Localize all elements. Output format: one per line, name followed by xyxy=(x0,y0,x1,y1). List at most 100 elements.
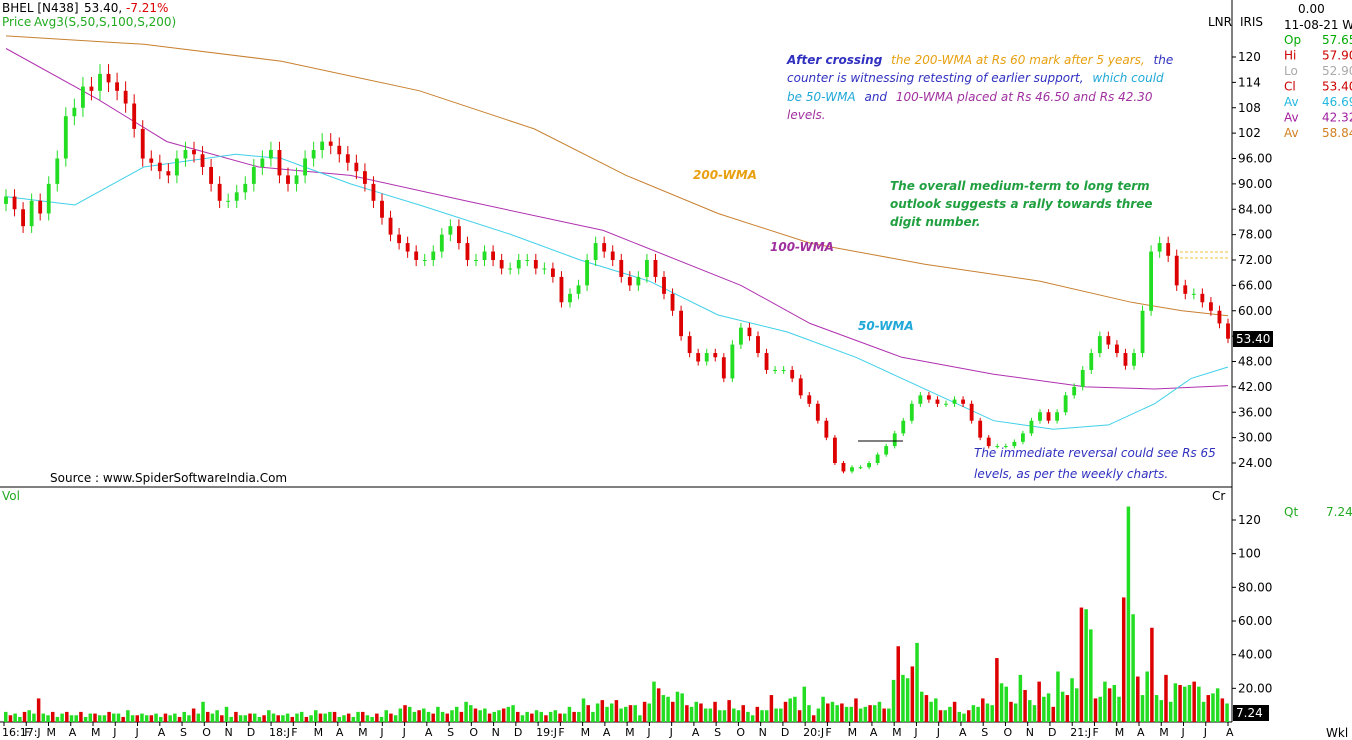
volume-bar xyxy=(929,701,933,722)
candle-body xyxy=(21,209,26,227)
ohlc-panel: Op 57.65 Hi 57.90 Lo 52.90 Cl 53.40 Av 46.69 Av 42.… xyxy=(1284,33,1352,140)
date-label: 19:J xyxy=(536,726,557,739)
volume-bar xyxy=(516,711,520,722)
date-label: S xyxy=(981,726,988,739)
volume-bar xyxy=(323,713,327,722)
candle-body xyxy=(38,200,43,214)
ohlc-value: 58.84 xyxy=(1322,126,1352,140)
candle-body xyxy=(192,150,196,155)
date-label: A xyxy=(603,726,611,739)
volume-bar xyxy=(187,715,191,722)
candle-body xyxy=(209,166,214,184)
date-label: M xyxy=(91,726,101,739)
candle-body xyxy=(978,420,983,438)
candle-body xyxy=(781,369,786,371)
volume-bar xyxy=(1131,614,1135,722)
candle-body xyxy=(46,183,51,214)
candle-body xyxy=(456,226,461,244)
volume-bar xyxy=(1051,706,1055,722)
date-label: N xyxy=(1026,726,1034,739)
candle-body xyxy=(764,353,769,370)
volume-bar xyxy=(985,703,990,722)
candle-body xyxy=(448,226,453,235)
volume-bar xyxy=(332,711,337,722)
volume-bar xyxy=(464,701,468,722)
volume-bar xyxy=(525,711,529,722)
date-label: M xyxy=(47,726,57,739)
candle-body xyxy=(200,154,205,167)
date-label: A xyxy=(692,726,700,739)
volume-bar xyxy=(924,695,929,722)
volume-bar xyxy=(638,715,642,722)
volume-bar xyxy=(844,706,849,722)
volume-bar xyxy=(919,691,924,722)
candle-body xyxy=(320,141,325,151)
candle-body xyxy=(773,369,778,371)
candle-body xyxy=(311,150,316,159)
candle-body xyxy=(687,336,692,354)
volume-bar xyxy=(337,716,342,722)
candle-body xyxy=(98,73,102,91)
candle-body xyxy=(1072,386,1077,396)
date-label: A xyxy=(425,726,433,739)
volume-bar xyxy=(1112,684,1117,722)
candle-body xyxy=(730,344,735,379)
volume-bar xyxy=(407,706,412,722)
volume-bar xyxy=(577,711,581,722)
price-tick-label: 78.00 xyxy=(1238,228,1272,242)
date-label: M xyxy=(892,726,902,739)
candle-body xyxy=(918,395,923,404)
volume-bar xyxy=(389,713,393,722)
annotation-bottom-line2: levels, as per the weekly charts. xyxy=(974,467,1168,481)
candle-body xyxy=(1200,293,1205,303)
wma50-line xyxy=(5,153,1229,430)
date-label: F xyxy=(825,726,831,739)
volume-bar xyxy=(126,710,130,722)
volume-bar xyxy=(314,710,318,722)
candle-body xyxy=(115,82,120,91)
volume-bar xyxy=(990,705,994,722)
volume-bar xyxy=(807,705,811,722)
volume-bar xyxy=(1225,703,1229,722)
volume-bar xyxy=(1107,688,1112,722)
volume-bar xyxy=(290,716,295,722)
volume-bar xyxy=(1103,681,1107,722)
candle-body xyxy=(1020,433,1025,442)
volume-bar xyxy=(93,713,97,722)
date-label: A xyxy=(336,726,344,739)
price-tick-label: 66.00 xyxy=(1238,278,1272,292)
candle-body xyxy=(1080,369,1085,387)
volume-bar xyxy=(1004,686,1009,722)
volume-bar xyxy=(1168,701,1173,722)
volume-bar xyxy=(196,713,201,722)
candle-body xyxy=(610,251,615,260)
volume-bar xyxy=(1192,681,1196,722)
candle-body xyxy=(995,446,1000,448)
candle-body xyxy=(268,150,273,159)
volume-bar xyxy=(769,695,774,722)
annotation-top-line4: levels. xyxy=(787,108,826,122)
date-axis-labels: 16:17:JF M A M J J A S O N D 18:J F M A M J J A S O N D 19:J F M A… xyxy=(2,722,1234,739)
price-tick-label: 42.00 xyxy=(1238,380,1272,394)
volume-bar xyxy=(116,713,121,722)
volume-bar xyxy=(816,708,821,722)
candle-body xyxy=(89,86,94,91)
volume-bar xyxy=(497,710,501,722)
volume-bar xyxy=(746,711,750,722)
date-label: M xyxy=(314,726,324,739)
volume-bar xyxy=(840,703,844,722)
volume-bar xyxy=(238,715,243,722)
price-tick-label: 120 xyxy=(1238,50,1261,64)
candle-body xyxy=(1217,310,1222,324)
price-tick-label: 24.00 xyxy=(1238,456,1272,470)
volume-bar xyxy=(65,711,69,722)
candle-body xyxy=(662,276,666,294)
volume-bar xyxy=(454,706,459,722)
candle-body xyxy=(935,399,940,404)
volume-bar xyxy=(121,716,125,722)
scale-mode: LNR xyxy=(1208,15,1232,29)
candle-body xyxy=(166,171,171,176)
price-tick-label: 36.00 xyxy=(1238,405,1272,419)
ohlc-value: 46.69 xyxy=(1322,95,1352,109)
